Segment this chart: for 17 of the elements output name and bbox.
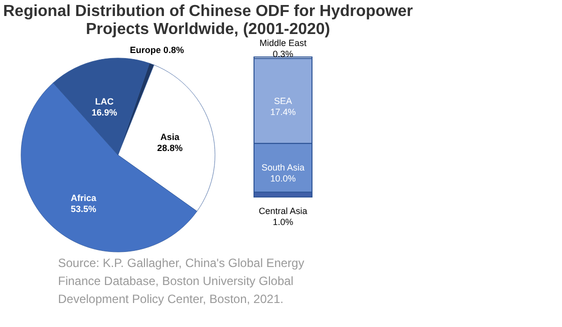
series-label: SEA (274, 96, 292, 106)
series-label: Central Asia (258, 206, 308, 216)
slice-label: Africa (70, 192, 98, 203)
data-label: 28.8% (157, 142, 183, 153)
data-label: 10.0% (270, 174, 296, 184)
slice-label: LAC (95, 96, 114, 107)
data-label: 0.3% (272, 49, 294, 59)
chart-title: Regional Distribution of Chinese ODF for Hydropower Projects Worldwide, (2001-2020) (3, 3, 413, 38)
slice-label: Europe 0.8% (130, 44, 184, 55)
source-note: Source: K.P. Gallagher, China's Global Energy Finance Database, Boston University Global Development Policy Center, Boston, 2021. (58, 256, 304, 306)
series-label: South Asia (261, 162, 305, 173)
data-label: 17.4% (270, 106, 296, 117)
data-label: 16.9% (92, 108, 118, 118)
slice-label: Asia (160, 132, 180, 142)
data-label: 53.5% (70, 204, 96, 214)
series-label: Middle East (259, 38, 308, 48)
data-label: 1.0% (272, 217, 294, 227)
